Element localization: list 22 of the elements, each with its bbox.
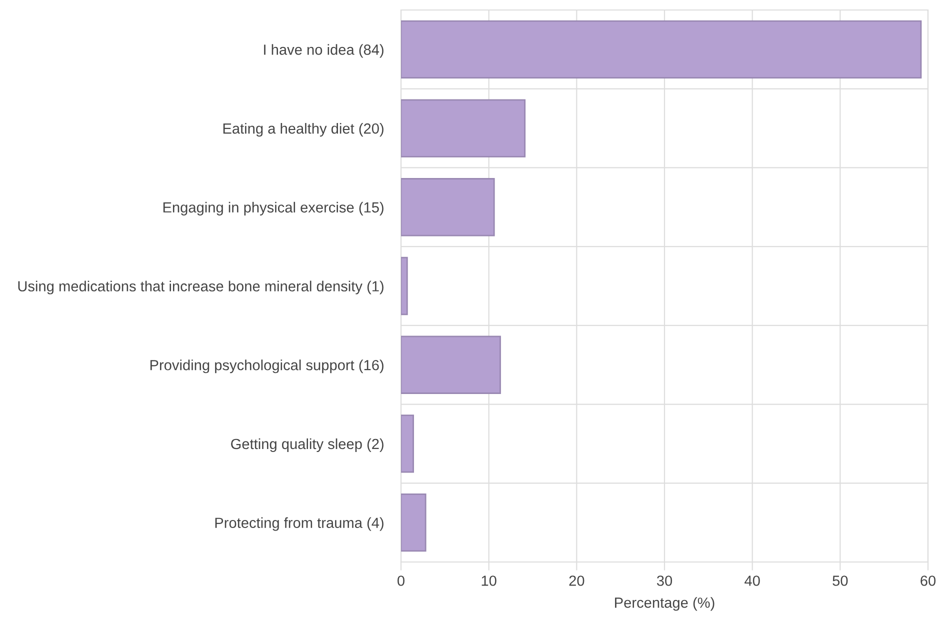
y-tick-label: I have no idea (84) [264,44,384,58]
y-tick-label: Providing psychological support (16) [150,360,384,374]
bar [401,99,526,158]
y-tick-label: Eating a healthy diet (20) [223,123,384,137]
y-tick-label: Getting quality sleep (2) [231,438,384,452]
y-tick-label: Using medications that increase bone mineral density (1) [18,280,384,294]
x-tick-label: 60 [920,576,936,586]
x-tick-label: 10 [482,576,496,586]
x-tick-label: 50 [832,576,848,586]
bar [401,20,922,79]
x-tick-label: 20 [569,576,584,586]
bar [401,178,495,236]
bar [401,256,408,316]
y-tick-label: Protecting from trauma (4) [215,517,384,531]
x-tick-label: 0 [398,576,404,586]
bar [401,336,501,394]
bar [401,414,414,473]
x-tick-label: 30 [656,576,672,586]
bar [401,493,426,552]
x-tick-label: 40 [744,576,760,586]
x-axis-title: Percentage (%) [615,597,714,611]
y-tick-label: Engaging in physical exercise (15) [163,202,384,216]
